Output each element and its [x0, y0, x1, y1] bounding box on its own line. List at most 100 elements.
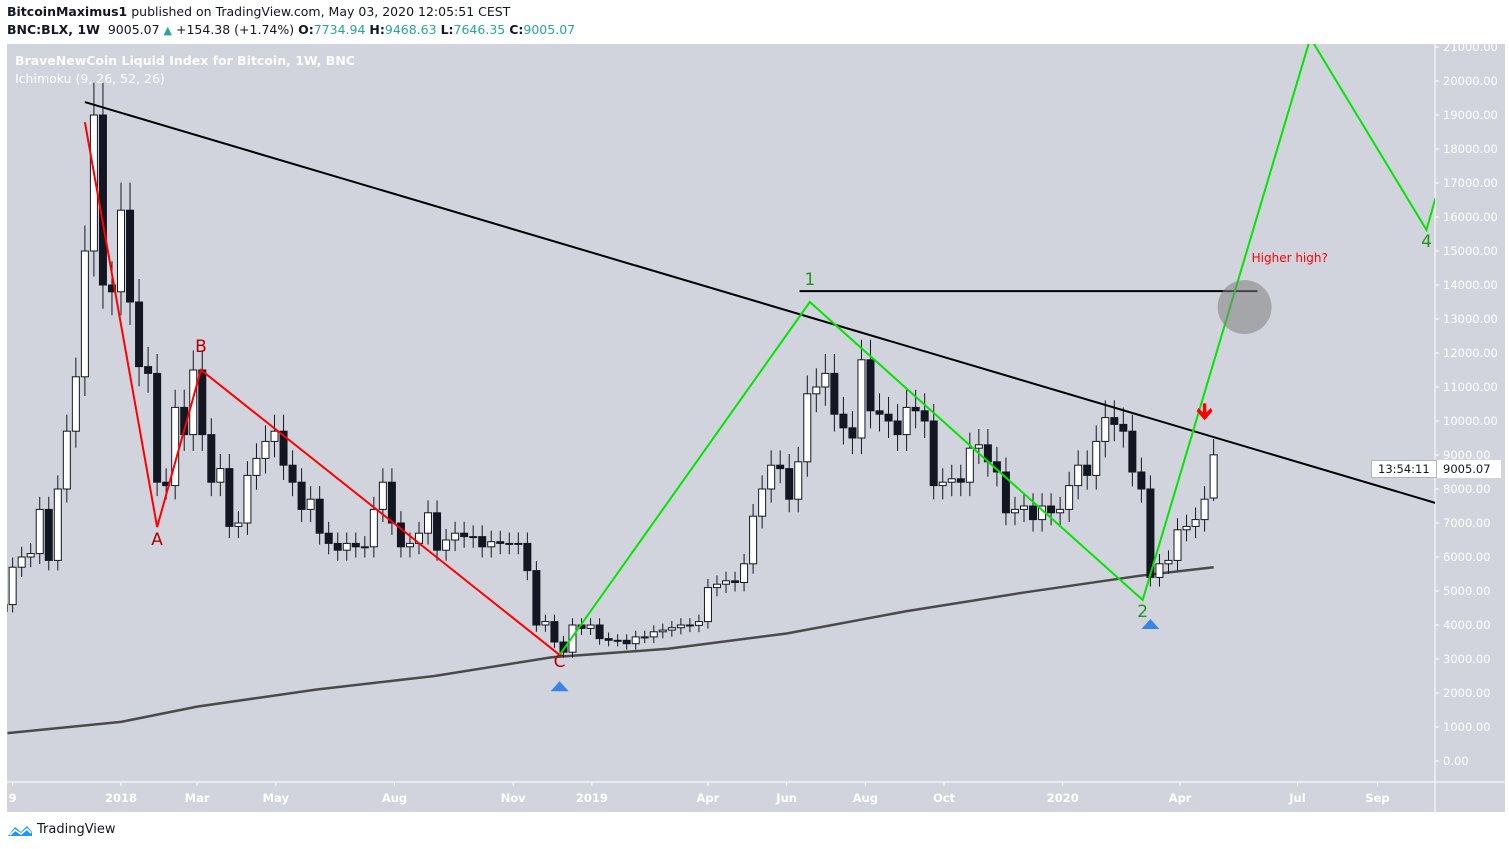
candle-body — [478, 536, 487, 548]
candle — [532, 561, 541, 632]
candle — [270, 414, 279, 458]
candle-body — [189, 369, 198, 436]
candle-body — [1074, 464, 1083, 487]
candle-body — [658, 629, 667, 633]
candle-body — [396, 522, 405, 548]
candle-body — [44, 508, 53, 561]
candle-body — [785, 468, 794, 500]
candle — [758, 475, 767, 529]
close-value: 9005.07 — [523, 22, 576, 37]
candle — [360, 536, 369, 558]
wave-label-2: 2 — [1137, 602, 1148, 622]
candle-body — [667, 627, 676, 631]
candle-body — [1083, 464, 1092, 476]
candle-body — [559, 641, 568, 653]
candle-body — [731, 580, 740, 583]
publish-info: BitcoinMaximus1 published on TradingView… — [7, 4, 510, 19]
candle — [460, 521, 469, 548]
candle — [288, 450, 297, 497]
candle-body — [631, 636, 640, 645]
price-tick-label: 9000.00 — [1443, 448, 1491, 462]
candle-body — [1056, 508, 1065, 514]
candle-body — [649, 631, 658, 638]
candle-body — [1092, 440, 1101, 476]
close-label: C: — [509, 22, 524, 37]
candle-body — [1173, 529, 1182, 561]
candle-body — [288, 464, 297, 483]
triangle-up-icon — [550, 681, 569, 692]
candle — [956, 464, 965, 497]
candle-body — [523, 542, 532, 572]
time-tick-label: 2020 — [1047, 791, 1079, 805]
candle — [144, 346, 153, 393]
candle — [1155, 553, 1164, 587]
tradingview-logo[interactable]: TradingView — [7, 822, 116, 837]
price-tick-label: 7000.00 — [1443, 516, 1491, 530]
candle — [875, 393, 884, 432]
candle — [767, 450, 776, 503]
candle — [974, 428, 983, 464]
candle-body — [1029, 505, 1038, 521]
candle-body — [803, 393, 812, 463]
price-change: +154.38 (+1.74%) — [175, 22, 295, 37]
candle-body — [1209, 454, 1218, 499]
wave-label-A: A — [151, 530, 163, 550]
candle-body — [722, 580, 731, 585]
candle — [89, 82, 98, 277]
candle — [424, 500, 433, 545]
candle — [1083, 450, 1092, 490]
candle-body — [568, 624, 577, 653]
candle-body — [1200, 498, 1209, 521]
candle-body — [740, 563, 749, 583]
candle-body — [776, 464, 785, 470]
candle — [965, 432, 974, 497]
wave-label-4: 4 — [1421, 232, 1432, 252]
target-circle — [1217, 280, 1272, 335]
candle — [62, 414, 71, 503]
candle — [830, 354, 839, 432]
candle-body — [207, 434, 216, 483]
candle-body — [550, 621, 559, 643]
candle — [866, 339, 875, 429]
candle — [135, 279, 144, 387]
arrow-down-icon — [1196, 403, 1213, 421]
indicator-legend[interactable]: Ichimoku (9, 26, 52, 26) — [15, 71, 165, 86]
higher-high-annotation: Higher high? — [1252, 251, 1328, 265]
candle — [839, 396, 848, 445]
candle-body — [595, 624, 604, 640]
candle — [559, 636, 568, 658]
candle — [685, 618, 694, 633]
candle — [740, 553, 749, 592]
symbol: BNC:BLX, 1W — [7, 22, 100, 37]
candle — [694, 614, 703, 633]
author-name[interactable]: BitcoinMaximus1 — [7, 4, 128, 19]
candle — [1182, 514, 1191, 542]
candle — [44, 496, 53, 571]
candle-body — [613, 639, 622, 642]
open-label: O: — [298, 22, 314, 37]
candle-body — [685, 624, 694, 627]
candle — [306, 486, 315, 522]
candle-body — [974, 444, 983, 449]
time-tick-label: 2019 — [576, 791, 608, 805]
candle — [703, 578, 712, 629]
candle — [731, 571, 740, 592]
candle-body — [225, 468, 234, 527]
candle — [378, 468, 387, 522]
candle — [207, 418, 216, 497]
candle-body — [794, 461, 803, 500]
candle — [776, 450, 785, 484]
candle — [505, 532, 514, 555]
candle — [712, 575, 721, 597]
candle — [297, 468, 306, 522]
candle — [126, 182, 135, 325]
candle-body — [460, 532, 469, 538]
candle — [812, 368, 821, 413]
candle-body — [17, 556, 26, 568]
candle-body — [821, 372, 830, 388]
candle-body — [89, 114, 98, 252]
candle — [938, 468, 947, 500]
triangle-up-icon: ▲ — [163, 24, 172, 37]
candle-body — [1101, 417, 1110, 442]
